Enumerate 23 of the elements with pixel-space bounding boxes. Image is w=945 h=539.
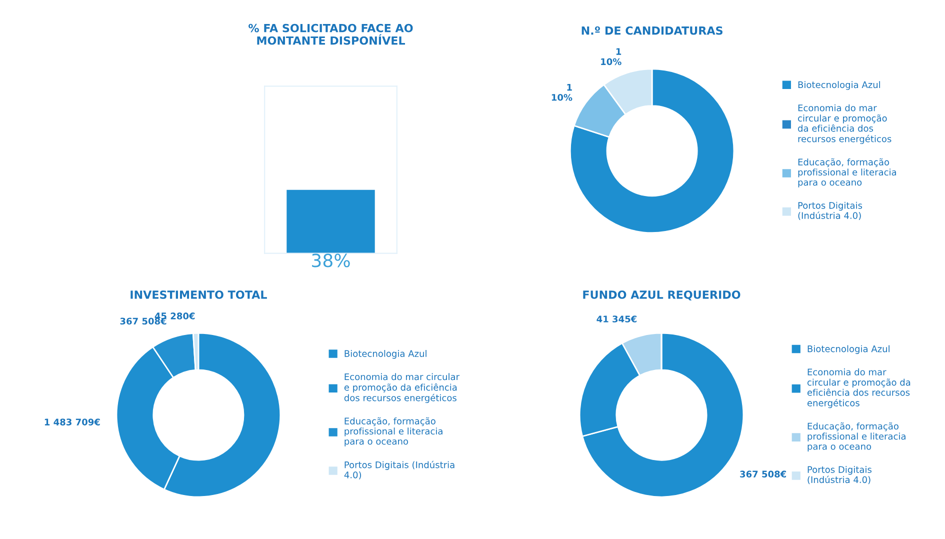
data-label: 1 10% bbox=[552, 84, 572, 101]
data-label: 1 10% bbox=[601, 48, 622, 66]
data-label: 367 508€ bbox=[740, 470, 786, 478]
chart-title: INVESTIMENTO TOTAL bbox=[130, 290, 267, 299]
chart-title: FUNDO AZUL REQUERIDO bbox=[583, 290, 740, 300]
data-label: 1 483 709€ bbox=[44, 418, 100, 426]
chart-title: N.º DE CANDIDATURAS bbox=[582, 26, 722, 35]
legend-label: Educação, formação profissional e literacia para o oceano bbox=[808, 422, 906, 452]
legend-label: Portos Digitais (Indústria 4.0) bbox=[344, 460, 454, 480]
data-label: 38% bbox=[312, 254, 350, 268]
chart-title: % FA SOLICITADO FACE AO MONTANTE DISPONÍVEL bbox=[248, 24, 413, 45]
legend-label: Educação, formação profissional e literacia para o oceano bbox=[798, 158, 896, 188]
legend-label: Portos Digitais (Indústria 4.0) bbox=[798, 202, 862, 220]
legend-label: Economia do mar circular e promoção da eficiência dos recursos energéticos bbox=[807, 368, 910, 408]
data-label: 367 508€ bbox=[120, 318, 166, 325]
legend-label: Biotecnologia Azul bbox=[344, 350, 426, 359]
legend-label: Biotecnologia Azul bbox=[808, 345, 890, 354]
data-label: 41 345€ bbox=[596, 316, 637, 322]
legend-label: Biotecnologia Azul bbox=[798, 81, 880, 90]
legend-label: Economia do mar circular e promoção da eficiência dos recursos energéticos bbox=[344, 373, 460, 403]
legend-label: Educação, formação profissional e literacia para o oceano bbox=[344, 417, 442, 446]
legend-label: Portos Digitais (Indústria 4.0) bbox=[808, 466, 872, 484]
legend-label: Economia do mar circular e promoção da eficiência dos recursos energéticos bbox=[798, 104, 892, 144]
